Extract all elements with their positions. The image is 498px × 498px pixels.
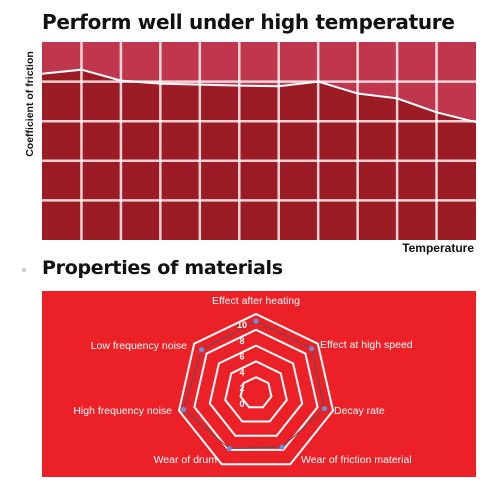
friction-area-chart — [42, 42, 476, 240]
radar-axis-label: Wear of drum — [154, 454, 218, 466]
radar-chart-title: Properties of materials — [42, 257, 283, 279]
radar-tick-label: 0 — [239, 399, 244, 409]
radar-tick-label: 2 — [239, 383, 244, 393]
radar-tick-label: 10 — [237, 320, 247, 330]
y-axis-label-container: Coefficient of friction — [22, 42, 38, 166]
radar-data-point — [309, 346, 315, 352]
radar-series-line — [183, 320, 326, 450]
radar-axis-label: Wear of friction material — [301, 454, 412, 466]
radar-axis-label: Low frequency noise — [91, 340, 187, 352]
radar-data-point — [181, 406, 187, 413]
radar-grid-ring — [239, 376, 273, 409]
series-line — [42, 68, 476, 124]
line-chart-title: Perform well under high temperature — [42, 10, 455, 34]
radar-axis-label: Effect after heating — [212, 295, 300, 307]
radar-axis-label: High frequency noise — [73, 405, 172, 417]
area-fill — [42, 69, 476, 240]
radar-axis-label: Decay rate — [334, 405, 385, 417]
radar-data-point — [279, 444, 285, 450]
radar-grid-ring — [177, 312, 335, 466]
section-bullet — [22, 268, 26, 272]
radar-panel: 0 2 4 6 8 10 Effect after heating Effect at hig… — [42, 291, 476, 477]
radar-data-point — [253, 318, 259, 324]
x-axis-label: Temperature — [402, 241, 474, 255]
radar-data-point — [321, 406, 328, 412]
y-axis-label: Coefficient of friction — [24, 51, 36, 157]
radar-grid-ring — [224, 360, 288, 423]
radar-data-point — [199, 347, 205, 353]
radar-tick-label: 6 — [239, 352, 244, 362]
radar-grid-ring — [208, 344, 304, 437]
radar-tick-label: 8 — [239, 336, 244, 346]
radar-grid-ring — [193, 328, 319, 451]
radar-tick-label: 4 — [239, 367, 244, 377]
radar-axis-label: Effect at high speed — [320, 339, 413, 351]
radar-data-point — [226, 445, 232, 452]
materials-radar-chart: 0 2 4 6 8 10 Effect after heating Effect at hig… — [73, 295, 413, 466]
